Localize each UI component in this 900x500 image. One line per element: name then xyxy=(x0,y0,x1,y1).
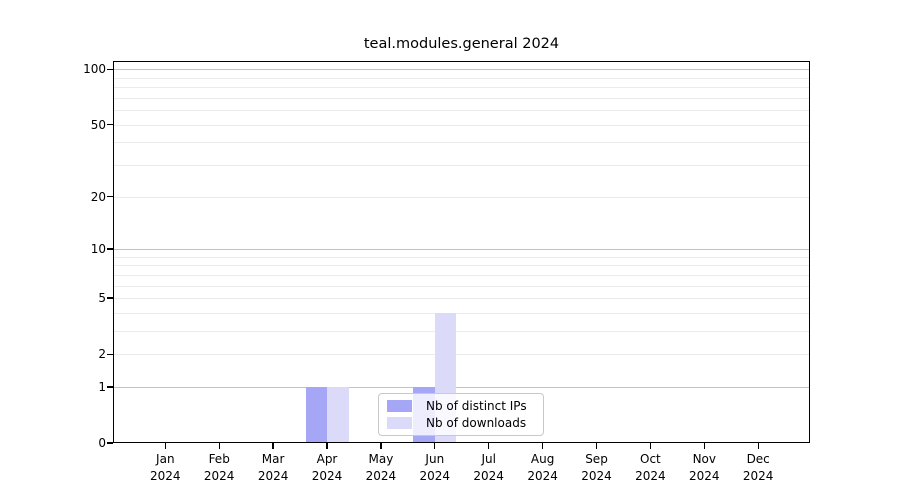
legend-item-downloads: Nb of downloads xyxy=(387,416,535,430)
gridline-minor xyxy=(113,354,810,356)
x-tick-month: Jan xyxy=(156,452,175,466)
gridline-minor xyxy=(113,285,810,287)
gridline-minor xyxy=(113,77,810,79)
y-tick-label: 100 xyxy=(83,62,106,77)
legend-item-distinct-ips: Nb of distinct IPs xyxy=(387,399,535,413)
x-tick-month: Jul xyxy=(481,452,496,466)
y-tick-mark xyxy=(107,353,113,355)
x-tick-mark xyxy=(541,443,544,449)
x-tick-month: Nov xyxy=(692,452,716,466)
y-tick-mark xyxy=(107,248,113,250)
x-tick-mark xyxy=(595,443,598,449)
y-tick-mark xyxy=(107,442,113,444)
x-tick-year: 2024 xyxy=(689,468,720,483)
y-tick-mark xyxy=(107,195,113,198)
x-tick-month: Aug xyxy=(530,452,555,466)
gridline-major xyxy=(113,386,810,388)
x-tick-label: Sep 2024 xyxy=(565,451,629,484)
y-tick-label: 5 xyxy=(98,290,106,305)
x-tick-month: Sep xyxy=(585,452,608,466)
x-tick-mark xyxy=(218,443,220,449)
x-tick-label: Nov 2024 xyxy=(672,451,736,484)
chart-title: teal.modules.general 2024 xyxy=(363,36,560,52)
x-tick-year: 2024 xyxy=(203,468,235,483)
x-tick-month: Mar xyxy=(261,452,285,466)
y-tick-label: 2 xyxy=(98,347,106,362)
gridline-minor xyxy=(113,87,810,89)
bar-apr-distinct-ips xyxy=(305,386,327,443)
x-tick-label: May 2024 xyxy=(349,451,413,484)
gridline-minor xyxy=(113,312,810,314)
x-tick-year: 2024 xyxy=(365,468,397,483)
gridline-minor xyxy=(113,256,810,258)
gridline-minor xyxy=(113,165,810,166)
x-tick-year: 2024 xyxy=(581,468,612,483)
x-tick-year: 2024 xyxy=(742,468,774,483)
x-tick-mark xyxy=(164,443,166,449)
x-tick-label: Jul 2024 xyxy=(457,451,521,484)
x-tick-mark xyxy=(649,443,652,449)
y-tick-mark xyxy=(107,68,113,71)
x-tick-label: Oct 2024 xyxy=(618,451,682,484)
y-tick-label: 50 xyxy=(90,117,106,132)
x-tick-mark xyxy=(434,443,436,449)
gridline-major xyxy=(113,69,810,71)
x-tick-month: Dec xyxy=(746,452,770,466)
x-tick-label: Jan 2024 xyxy=(133,451,197,484)
x-tick-year: 2024 xyxy=(257,468,289,483)
legend-swatch-downloads xyxy=(387,417,412,429)
x-tick-year: 2024 xyxy=(473,468,504,483)
x-tick-mark xyxy=(272,443,274,449)
gridline-minor xyxy=(113,265,810,267)
x-tick-label: Dec 2024 xyxy=(726,451,790,484)
plot-area xyxy=(113,61,810,443)
y-tick-mark xyxy=(107,297,113,299)
gridline-minor xyxy=(113,330,810,332)
gridline-minor xyxy=(113,274,810,276)
x-tick-mark xyxy=(703,443,705,449)
bar-apr-downloads xyxy=(327,386,349,443)
gridline-major xyxy=(113,248,810,250)
y-tick-label: 10 xyxy=(90,241,106,256)
x-tick-mark xyxy=(380,443,382,449)
gridline-minor xyxy=(113,97,810,99)
y-tick-label: 0 xyxy=(98,436,106,450)
x-tick-label: Aug 2024 xyxy=(511,451,575,484)
legend-label-downloads: Nb of downloads xyxy=(426,416,527,430)
x-tick-year: 2024 xyxy=(311,468,343,483)
legend-label-distinct-ips: Nb of distinct IPs xyxy=(426,399,527,413)
x-tick-year: 2024 xyxy=(635,468,666,483)
y-tick-label: 20 xyxy=(90,189,106,204)
gridline-minor xyxy=(113,196,810,198)
legend: Nb of distinct IPs Nb of downloads xyxy=(378,393,544,436)
x-tick-year: 2024 xyxy=(150,468,181,483)
y-tick-mark xyxy=(107,386,113,388)
x-tick-label: Mar 2024 xyxy=(241,451,305,484)
x-tick-year: 2024 xyxy=(419,468,451,483)
x-tick-label: Jun 2024 xyxy=(403,451,467,484)
x-tick-mark xyxy=(326,443,328,449)
y-tick-label: 1 xyxy=(98,379,106,394)
x-tick-mark xyxy=(488,443,490,449)
legend-swatch-distinct-ips xyxy=(387,400,412,412)
x-tick-label: Apr 2024 xyxy=(295,451,359,484)
gridline-minor xyxy=(113,110,810,112)
gridline-minor xyxy=(113,297,810,299)
x-tick-year: 2024 xyxy=(527,468,558,483)
gridline-minor xyxy=(113,142,810,144)
x-tick-month: Apr xyxy=(316,452,338,466)
y-tick-mark xyxy=(107,124,113,126)
x-tick-label: Feb 2024 xyxy=(187,451,251,484)
x-tick-month: Feb xyxy=(208,452,230,466)
x-tick-mark xyxy=(757,443,759,449)
x-tick-month: Jun xyxy=(425,452,445,466)
x-tick-month: Oct xyxy=(640,452,661,466)
x-tick-month: May xyxy=(368,452,394,466)
gridline-minor xyxy=(113,124,810,126)
